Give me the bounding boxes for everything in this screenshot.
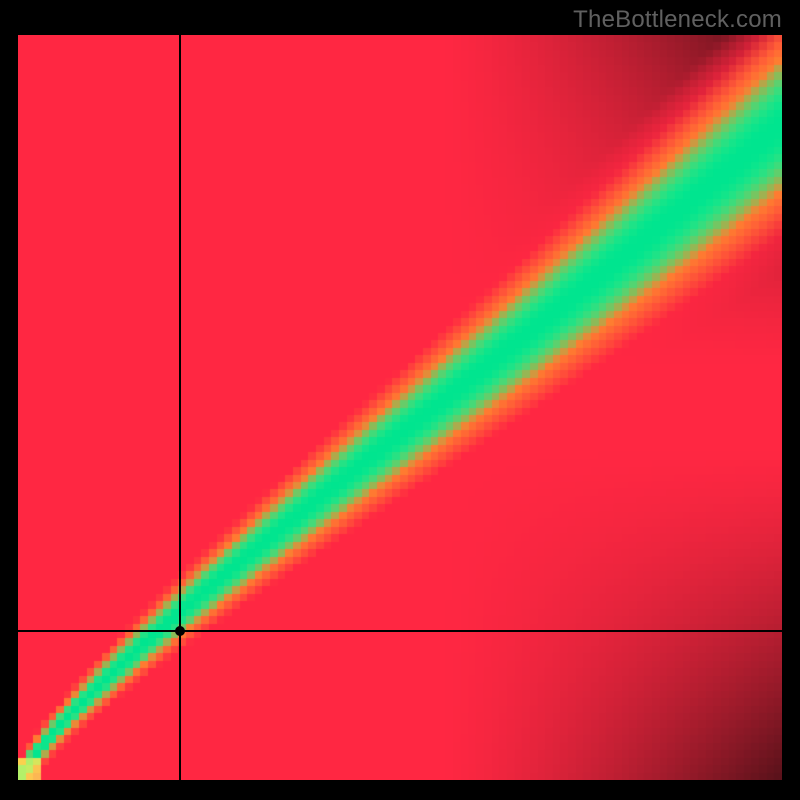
crosshair-horizontal [18,630,782,632]
bottleneck-heatmap [18,35,782,780]
crosshair-vertical [179,35,181,780]
chart-container: TheBottleneck.com [0,0,800,800]
crosshair-marker [175,626,185,636]
watermark-text: TheBottleneck.com [573,6,782,34]
